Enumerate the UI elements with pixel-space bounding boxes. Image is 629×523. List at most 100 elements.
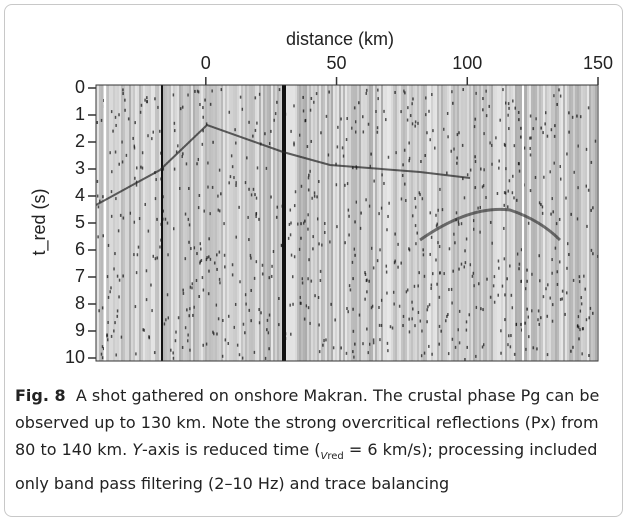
wavelet [513,352,516,356]
wavelet [573,170,575,174]
wavelet [503,226,505,230]
wavelet [431,352,433,356]
wavelet [498,166,500,170]
wavelet [255,212,257,216]
wavelet [477,206,479,210]
wavelet [299,133,301,137]
wavelet [438,245,441,249]
wavelet [199,260,202,264]
wavelet [463,265,465,269]
wavelet [265,166,268,170]
wavelet [208,269,210,273]
wavelet [307,213,309,217]
wavelet [117,229,120,233]
wavelet [199,242,202,246]
wavelet [511,191,514,195]
wavelet [164,217,167,221]
wavelet [294,190,297,194]
wavelet [236,343,239,347]
wavelet [518,162,520,166]
wavelet [474,155,476,159]
wavelet [172,93,175,97]
wavelet [359,226,362,230]
wavelet [446,111,449,115]
wavelet [325,338,327,342]
wavelet [515,323,517,327]
wavelet [420,160,422,164]
wavelet [400,261,402,265]
wavelet [239,95,242,99]
wavelet [458,309,461,313]
wavelet [346,307,348,311]
wavelet [398,304,401,308]
wavelet [372,341,375,345]
wavelet [182,288,184,292]
wavelet [239,280,241,284]
wavelet [590,248,593,252]
wavelet [252,187,255,191]
wavelet [427,305,429,309]
wavelet [362,342,364,346]
wavelet [159,129,161,133]
wavelet [426,308,429,312]
wavelet [473,125,476,129]
wavelet [217,208,219,212]
wavelet [258,92,261,96]
wavelet [211,89,213,93]
wavelet [101,345,104,349]
wavelet [349,288,352,292]
wavelet [278,296,280,300]
wavelet [276,100,278,104]
wavelet [256,121,258,125]
wavelet [479,205,481,209]
wavelet [307,188,310,192]
wavelet [329,240,331,244]
wavelet [268,313,271,317]
wavelet [538,254,540,258]
wavelet [310,279,313,283]
wavelet [198,294,200,298]
wavelet [116,274,119,278]
wavelet [150,283,152,287]
wavelet [148,336,151,340]
wavelet [458,222,460,226]
wavelet [578,275,581,279]
wavelet [290,253,293,257]
wavelet [451,301,453,305]
wavelet [270,129,272,133]
wavelet [538,322,541,326]
wavelet [217,317,220,321]
wavelet [551,258,553,262]
wavelet [472,271,475,275]
wavelet [485,114,488,118]
wavelet [182,152,184,156]
wavelet [119,213,122,217]
wavelet [146,96,148,100]
wavelet [552,210,555,214]
wavelet [386,228,388,232]
x-tick-label: 100 [452,53,482,73]
wavelet [110,190,113,194]
wavelet [429,138,431,142]
wavelet [266,328,268,332]
wavelet [311,196,313,200]
wavelet [188,223,191,227]
wavelet [220,192,222,196]
wavelet [212,140,214,144]
wavelet [221,354,224,358]
wavelet [555,222,558,226]
wavelet [218,250,221,254]
wavelet [290,221,292,225]
wavelet [335,162,337,166]
wavelet [402,314,405,318]
wavelet [446,171,448,175]
wavelet [447,135,449,139]
wavelet [551,319,554,323]
wavelet [450,287,453,291]
wavelet [229,175,232,179]
wavelet [249,253,252,257]
wavelet [375,109,377,113]
wavelet [159,245,161,249]
wavelet [328,90,330,94]
wavelet [591,311,594,315]
